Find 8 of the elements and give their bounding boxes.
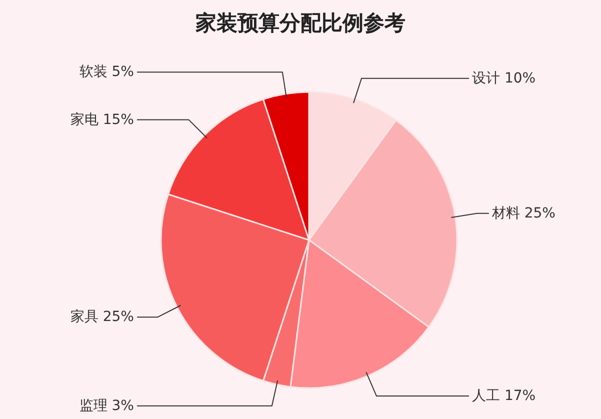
slice-label: 软装 5% xyxy=(79,64,134,80)
slice-label: 家电 15% xyxy=(70,112,134,128)
slice-label: 家具 25% xyxy=(70,309,134,326)
slice-label: 人工 17% xyxy=(472,388,536,404)
slice-label: 监理 3% xyxy=(79,398,134,414)
slice-label: 设计 10% xyxy=(472,70,536,86)
slice-label: 材料 25% xyxy=(490,205,556,222)
chart-title: 家装预算分配比例参考 xyxy=(194,11,406,35)
